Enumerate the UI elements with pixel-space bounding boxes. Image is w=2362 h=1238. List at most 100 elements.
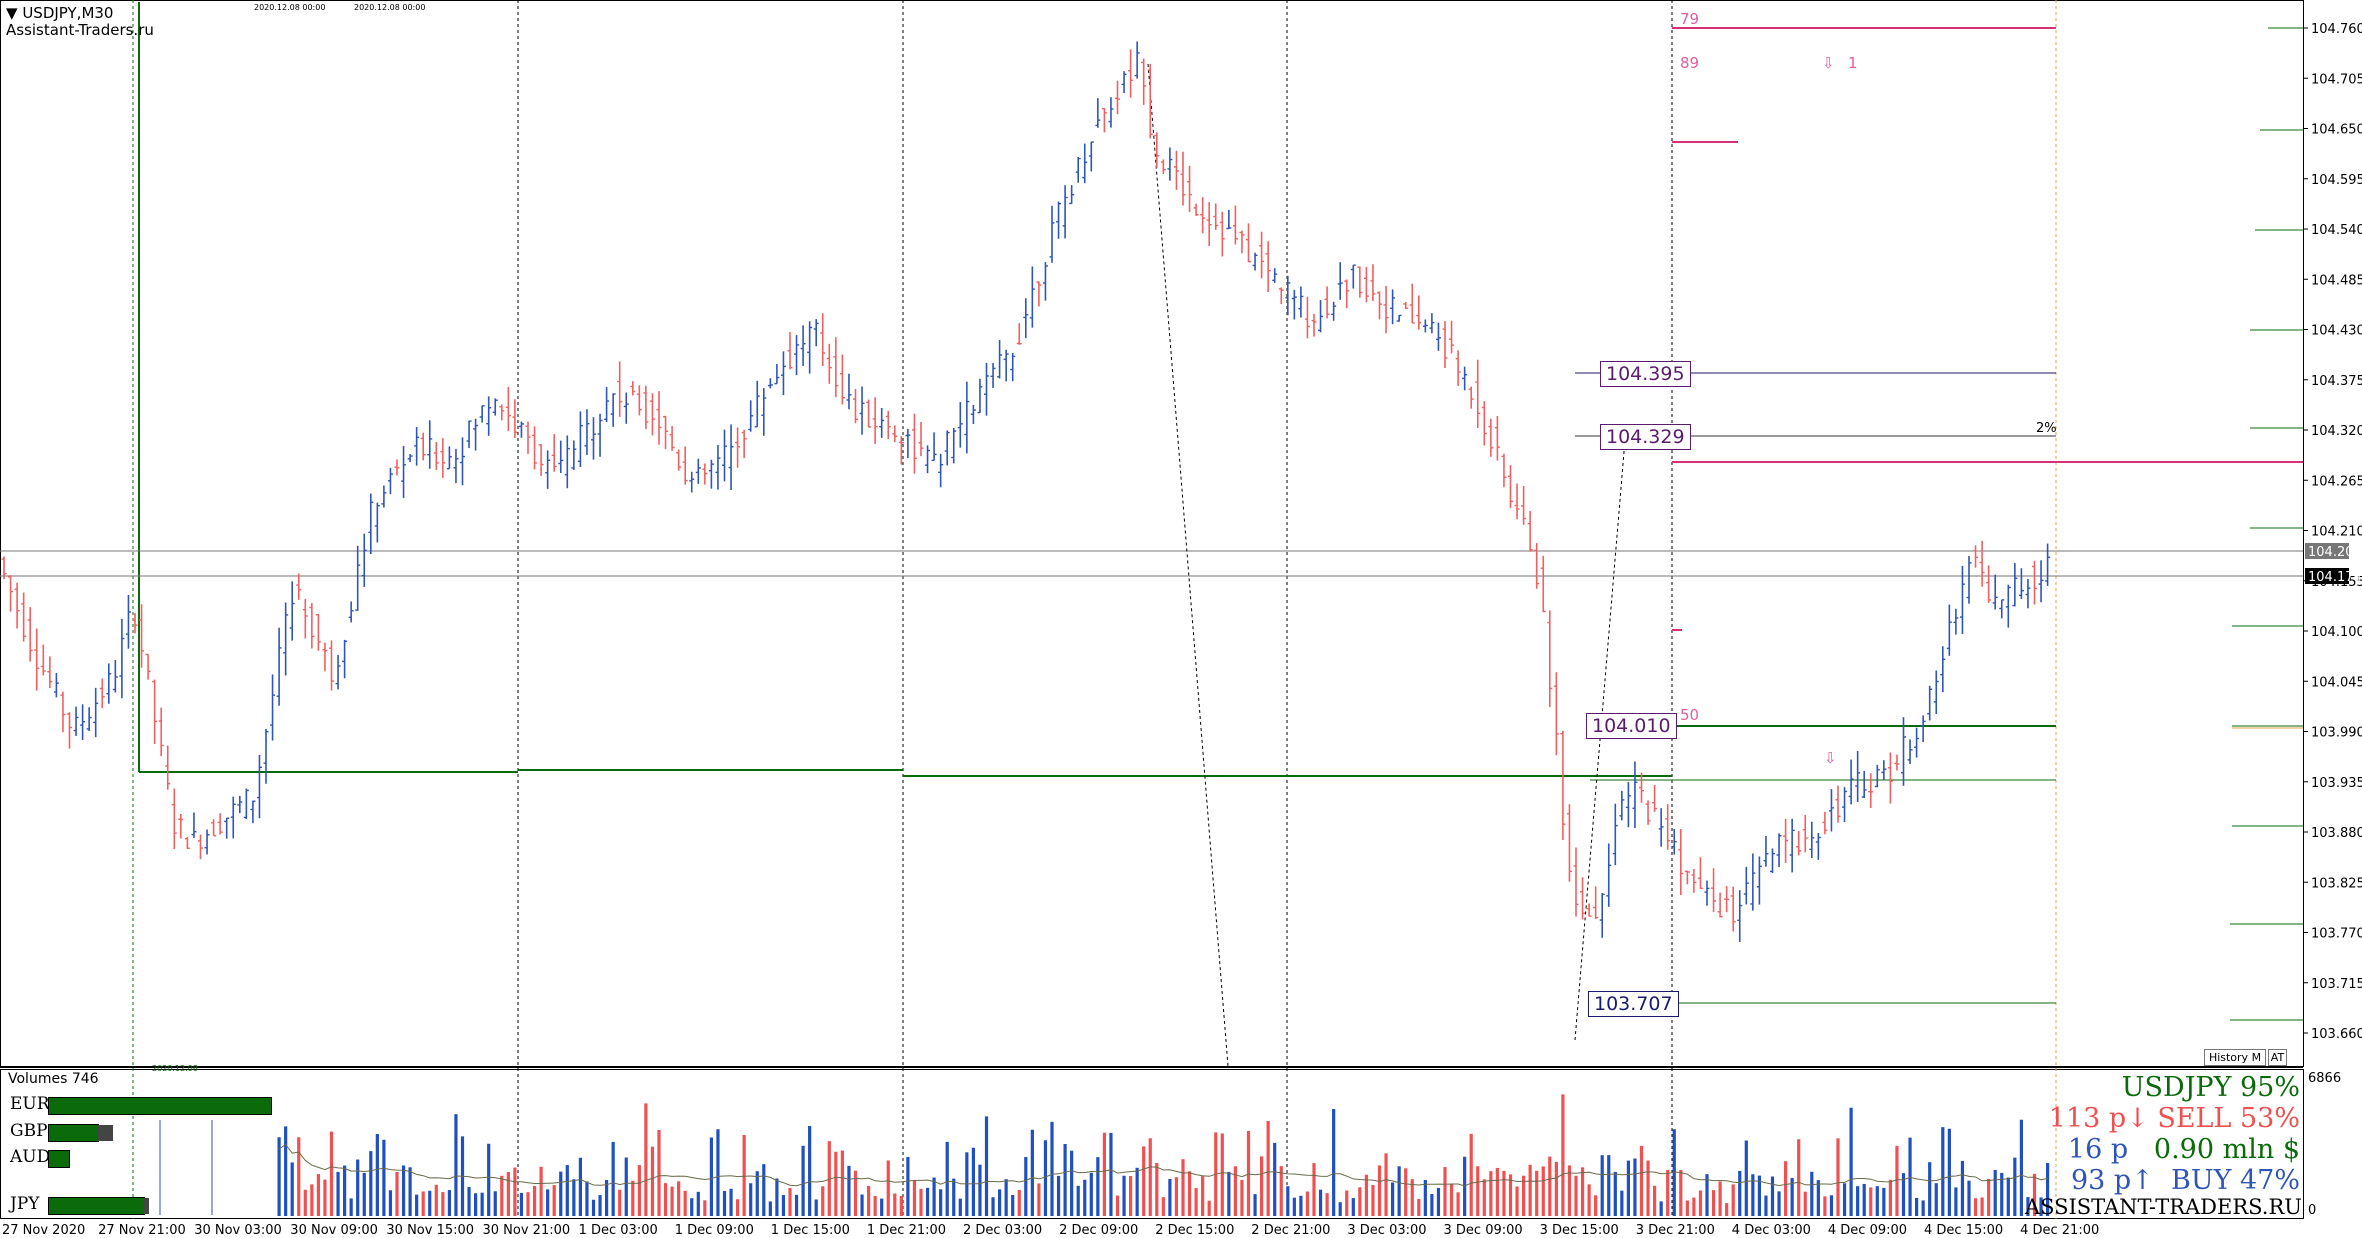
time-tick-label: 4 Dec 21:00 bbox=[2020, 1223, 2099, 1238]
currency-strength-bar-aud bbox=[49, 1151, 69, 1167]
history-button[interactable]: History M bbox=[2204, 1049, 2266, 1066]
currency-label-gbp: GBP bbox=[10, 1121, 48, 1141]
price-tick-label: 103.660 bbox=[2311, 1027, 2362, 1042]
main-panel-frame bbox=[0, 0, 2304, 1067]
small-date-1: 2020.12.08 00:00 bbox=[254, 3, 325, 12]
volume-panel-title: Volumes 746 bbox=[8, 1071, 99, 1087]
time-tick-label: 3 Dec 21:00 bbox=[1636, 1223, 1715, 1238]
volume-panel-frame bbox=[0, 1069, 2304, 1219]
currency-label-jpy: JPY bbox=[10, 1194, 40, 1214]
price-tick-label: 104.210 bbox=[2311, 525, 2362, 540]
price-axis: 104.760 104.705 104.650 104.595 104.540 104.4… bbox=[2303, 22, 2362, 1042]
currency-strength-bar-eur bbox=[49, 1098, 271, 1114]
volume-bars bbox=[277, 1094, 2050, 1216]
static-lines bbox=[0, 0, 2304, 1219]
arrow-down-icon-2: ⇩ bbox=[1824, 749, 1837, 767]
price-tick-label: 104.705 bbox=[2311, 72, 2362, 87]
stats-line-3: 16 p 0.90 mln $ bbox=[2068, 1134, 2300, 1165]
time-tick-label: 2 Dec 15:00 bbox=[1155, 1223, 1234, 1238]
price-tick-label: 104.045 bbox=[2311, 675, 2362, 690]
time-tick-label: 2 Dec 09:00 bbox=[1059, 1223, 1138, 1238]
price-tick-label: 104.320 bbox=[2311, 424, 2362, 439]
fib-79-label: 79 bbox=[1680, 10, 1699, 28]
day-separators bbox=[517, 0, 1673, 1219]
time-tick-label: 1 Dec 03:00 bbox=[579, 1223, 658, 1238]
stats-buy-pips: 93 p↑ bbox=[2070, 1165, 2154, 1196]
price-tick-label: 104.540 bbox=[2311, 223, 2362, 238]
price-tick-label: 103.990 bbox=[2311, 726, 2362, 741]
currency-label-aud: AUD bbox=[10, 1147, 51, 1167]
time-tick-label: 30 Nov 03:00 bbox=[194, 1223, 282, 1238]
time-tick-label: 30 Nov 21:00 bbox=[483, 1223, 571, 1238]
time-axis: 27 Nov 2020 27 Nov 21:00 30 Nov 03:00 30 No… bbox=[2, 1223, 2099, 1238]
price-tick-label: 104.760 bbox=[2311, 22, 2362, 37]
brand-watermark: ASSISTANT-TRADERS.RU bbox=[2024, 1195, 2302, 1219]
time-tick-label: 3 Dec 03:00 bbox=[1347, 1223, 1426, 1238]
time-tick-label: 1 Dec 21:00 bbox=[867, 1223, 946, 1238]
price-tick-label: 103.825 bbox=[2311, 876, 2362, 891]
axis-green-ticks bbox=[2230, 27, 2303, 1021]
price-tick-label: 104.375 bbox=[2311, 374, 2362, 389]
collapse-triangle-icon[interactable]: ▼ bbox=[6, 4, 18, 22]
time-tick-label: 4 Dec 03:00 bbox=[1732, 1223, 1811, 1238]
volume-zero-label: 0 bbox=[2308, 1203, 2316, 1218]
site-label: Assistant-Traders.ru bbox=[6, 21, 154, 39]
price-tick-label: 104.595 bbox=[2311, 173, 2362, 188]
price-tick-label: 104.650 bbox=[2311, 123, 2362, 138]
bid-label: 104.202 bbox=[2308, 545, 2362, 560]
time-tick-label: 1 Dec 09:00 bbox=[675, 1223, 754, 1238]
magenta-levels bbox=[1672, 27, 2303, 463]
price-label-103707: 103.707 bbox=[1588, 991, 1679, 1017]
currency-strength-remainder bbox=[97, 1125, 114, 1141]
stats-line-2: 113 p↓ SELL 53% bbox=[2048, 1103, 2300, 1134]
current-label-box bbox=[2305, 568, 2349, 584]
price-tick-label: 104.265 bbox=[2311, 474, 2362, 489]
ohlc-bars bbox=[1, 41, 2051, 942]
stats-line-4: 93 p↑ BUY 47% bbox=[2071, 1165, 2300, 1196]
price-tick-label: 104.100 bbox=[2311, 625, 2362, 640]
current-label: 104.174 bbox=[2308, 570, 2362, 585]
price-tick-label: 103.715 bbox=[2311, 977, 2362, 992]
currency-strength-bar-gbp bbox=[49, 1125, 98, 1141]
bid-label-box bbox=[2305, 543, 2349, 559]
small-date-2: 2020.12.08 00:00 bbox=[354, 3, 425, 12]
time-tick-label: 3 Dec 15:00 bbox=[1540, 1223, 1619, 1238]
time-tick-label: 3 Dec 09:00 bbox=[1444, 1223, 1523, 1238]
symbol-label: USDJPY,M30 bbox=[22, 4, 114, 22]
time-tick-label: 4 Dec 15:00 bbox=[1924, 1223, 2003, 1238]
time-tick-label: 2 Dec 03:00 bbox=[963, 1223, 1042, 1238]
stats-line-1: USDJPY 95% bbox=[2121, 1072, 2300, 1103]
time-tick-label: 2 Dec 21:00 bbox=[1251, 1223, 1330, 1238]
price-label-104329: 104.329 bbox=[1600, 424, 1691, 450]
green-levels bbox=[139, 725, 2056, 777]
volume-max-label: 6866 bbox=[2308, 1071, 2341, 1086]
stats-buy-pct: BUY 47% bbox=[2170, 1165, 2300, 1196]
fib-50-label: 50 bbox=[1680, 706, 1699, 724]
fib-89-label: 89 bbox=[1680, 54, 1699, 72]
price-tick-label: 104.430 bbox=[2311, 324, 2362, 339]
price-tick-label: 103.935 bbox=[2311, 776, 2362, 791]
price-tick-label: 104.485 bbox=[2311, 273, 2362, 288]
volume-moving-average bbox=[278, 1143, 2048, 1187]
time-tick-label: 1 Dec 15:00 bbox=[771, 1223, 850, 1238]
price-label-104395: 104.395 bbox=[1600, 361, 1691, 387]
percent-label: 2% bbox=[2036, 421, 2057, 436]
arrow-down-icon: ⇩ bbox=[1822, 54, 1835, 72]
time-tick-label: 27 Nov 21:00 bbox=[98, 1223, 186, 1238]
currency-strength-remainder bbox=[144, 1198, 149, 1214]
time-tick-label: 30 Nov 15:00 bbox=[386, 1223, 474, 1238]
arrow-count-label: 1 bbox=[1848, 54, 1858, 72]
stats-pips-value: 16 p bbox=[2067, 1134, 2129, 1165]
price-label-104010: 104.010 bbox=[1586, 713, 1677, 739]
strength-grid-lines bbox=[159, 1120, 213, 1215]
price-tick-label: 103.770 bbox=[2311, 927, 2362, 942]
time-tick-label: 27 Nov 2020 bbox=[2, 1223, 85, 1238]
currency-label-eur: EUR bbox=[10, 1094, 50, 1114]
zigzag-line-2 bbox=[1574, 439, 1626, 1041]
stats-volume-value: 0.90 mln $ bbox=[2153, 1134, 2300, 1165]
symbol-title: ▼ USDJPY,M30 bbox=[6, 4, 113, 22]
volume-small-date: 2020.12.08 bbox=[152, 1064, 198, 1073]
at-button[interactable]: AT bbox=[2268, 1049, 2287, 1066]
time-tick-label: 4 Dec 09:00 bbox=[1828, 1223, 1907, 1238]
